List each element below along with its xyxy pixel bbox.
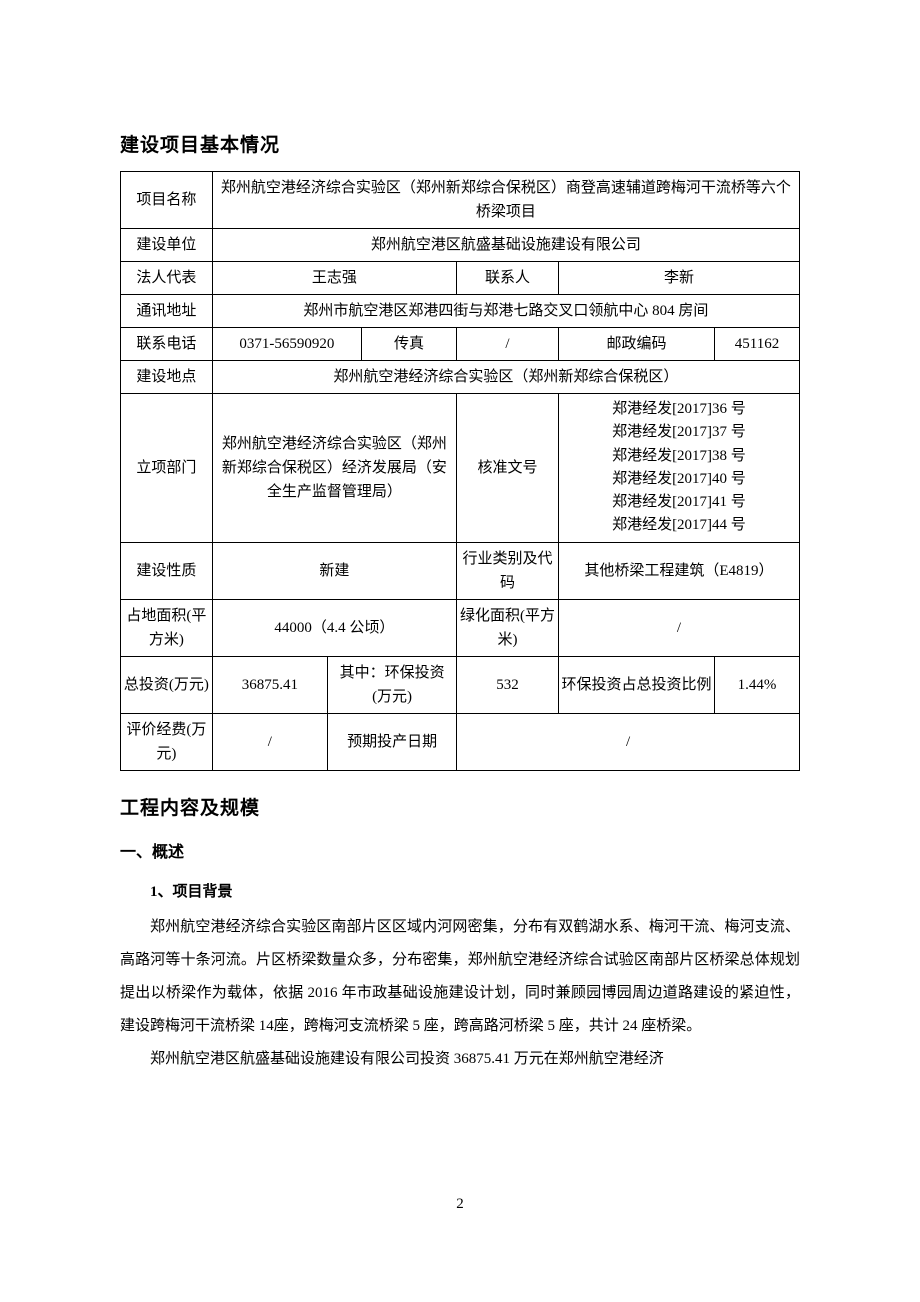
label-env-ratio: 环保投资占总投资比例 (558, 656, 714, 713)
doc-number: 郑港经发[2017]44 号 (561, 514, 797, 537)
table-row: 建设单位 郑州航空港区航盛基础设施建设有限公司 (121, 229, 800, 262)
value-contact: 李新 (558, 262, 799, 295)
value-build-unit: 郑州航空港区航盛基础设施建设有限公司 (212, 229, 799, 262)
value-approval-no: 郑港经发[2017]36 号 郑港经发[2017]37 号 郑港经发[2017]… (558, 394, 799, 543)
label-legal-rep: 法人代表 (121, 262, 213, 295)
table-row: 评价经费(万元) / 预期投产日期 / (121, 713, 800, 770)
label-green-area: 绿化面积(平方米) (457, 599, 559, 656)
doc-number: 郑港经发[2017]36 号 (561, 398, 797, 421)
doc-number: 郑港经发[2017]40 号 (561, 468, 797, 491)
table-row: 建设性质 新建 行业类别及代码 其他桥梁工程建筑（E4819） (121, 542, 800, 599)
value-project-name: 郑州航空港经济综合实验区（郑州新郑综合保税区）商登高速辅道跨梅河干流桥等六个桥梁… (212, 172, 799, 229)
document-page: 建设项目基本情况 项目名称 郑州航空港经济综合实验区（郑州新郑综合保税区）商登高… (0, 0, 920, 1253)
value-legal-rep: 王志强 (212, 262, 456, 295)
value-postcode: 451162 (715, 328, 800, 361)
table-row: 总投资(万元) 36875.41 其中：环保投资(万元) 532 环保投资占总投… (121, 656, 800, 713)
label-approval-dept: 立项部门 (121, 394, 213, 543)
value-build-nature: 新建 (212, 542, 456, 599)
table-row: 通讯地址 郑州市航空港区郑港四街与郑港七路交叉口领航中心 804 房间 (121, 295, 800, 328)
value-address: 郑州市航空港区郑港四街与郑港七路交叉口领航中心 804 房间 (212, 295, 799, 328)
project-info-table: 项目名称 郑州航空港经济综合实验区（郑州新郑综合保税区）商登高速辅道跨梅河干流桥… (120, 171, 800, 771)
label-location: 建设地点 (121, 361, 213, 394)
table-row: 项目名称 郑州航空港经济综合实验区（郑州新郑综合保税区）商登高速辅道跨梅河干流桥… (121, 172, 800, 229)
value-total-invest: 36875.41 (212, 656, 327, 713)
label-address: 通讯地址 (121, 295, 213, 328)
table-row: 立项部门 郑州航空港经济综合实验区（郑州新郑综合保税区）经济发展局（安全生产监督… (121, 394, 800, 543)
label-project-name: 项目名称 (121, 172, 213, 229)
label-postcode: 邮政编码 (558, 328, 714, 361)
label-total-invest: 总投资(万元) (121, 656, 213, 713)
doc-number: 郑港经发[2017]37 号 (561, 421, 797, 444)
paragraph-2: 郑州航空港区航盛基础设施建设有限公司投资 36875.41 万元在郑州航空港经济 (120, 1043, 800, 1076)
value-land-area: 44000（4.4 公顷） (212, 599, 456, 656)
table-row: 法人代表 王志强 联系人 李新 (121, 262, 800, 295)
value-expected-date: / (457, 713, 800, 770)
doc-number: 郑港经发[2017]38 号 (561, 445, 797, 468)
page-number: 2 (120, 1196, 800, 1213)
doc-number: 郑港经发[2017]41 号 (561, 491, 797, 514)
table-row: 建设地点 郑州航空港经济综合实验区（郑州新郑综合保税区） (121, 361, 800, 394)
paragraph-1: 郑州航空港经济综合实验区南部片区区域内河网密集，分布有双鹤湖水系、梅河干流、梅河… (120, 911, 800, 1043)
value-fax: / (457, 328, 559, 361)
background-heading: 1、项目背景 (120, 880, 800, 901)
content-scale-heading: 工程内容及规模 (120, 793, 800, 820)
value-industry-code: 其他桥梁工程建筑（E4819） (558, 542, 799, 599)
basic-info-heading: 建设项目基本情况 (120, 130, 800, 157)
label-approval-no: 核准文号 (457, 394, 559, 543)
overview-heading: 一、概述 (120, 838, 800, 862)
table-row: 占地面积(平方米) 44000（4.4 公顷） 绿化面积(平方米) / (121, 599, 800, 656)
value-approval-dept: 郑州航空港经济综合实验区（郑州新郑综合保税区）经济发展局（安全生产监督管理局） (212, 394, 456, 543)
label-phone: 联系电话 (121, 328, 213, 361)
value-eval-cost: / (212, 713, 327, 770)
label-industry-code: 行业类别及代码 (457, 542, 559, 599)
label-eval-cost: 评价经费(万元) (121, 713, 213, 770)
value-env-ratio: 1.44% (715, 656, 800, 713)
value-location: 郑州航空港经济综合实验区（郑州新郑综合保税区） (212, 361, 799, 394)
table-row: 联系电话 0371-56590920 传真 / 邮政编码 451162 (121, 328, 800, 361)
label-fax: 传真 (362, 328, 457, 361)
label-contact: 联系人 (457, 262, 559, 295)
value-env-invest: 532 (457, 656, 559, 713)
label-expected-date: 预期投产日期 (328, 713, 457, 770)
label-env-invest: 其中：环保投资(万元) (328, 656, 457, 713)
label-land-area: 占地面积(平方米) (121, 599, 213, 656)
value-phone: 0371-56590920 (212, 328, 361, 361)
value-green-area: / (558, 599, 799, 656)
label-build-nature: 建设性质 (121, 542, 213, 599)
label-build-unit: 建设单位 (121, 229, 213, 262)
